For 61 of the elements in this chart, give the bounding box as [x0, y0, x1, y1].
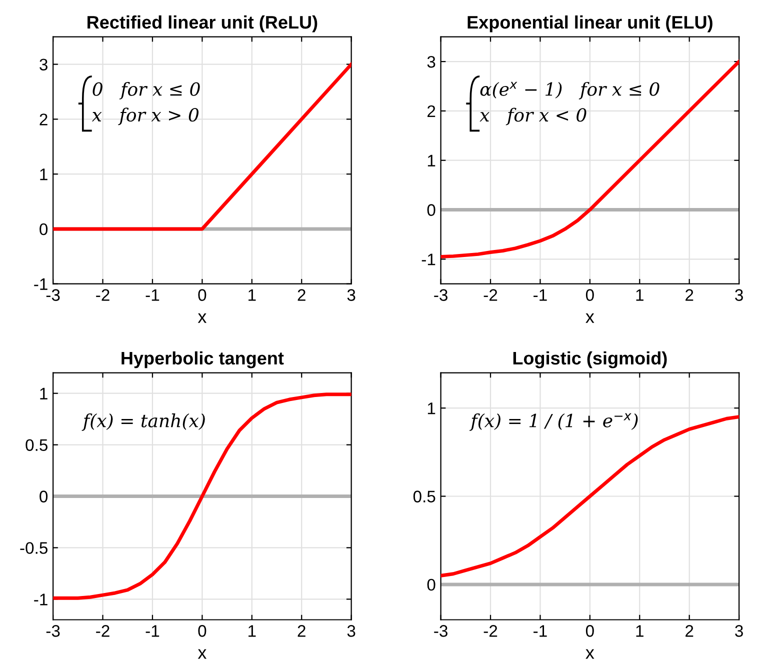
x-tick-label: -3 [46, 625, 60, 637]
y-tick-label: -1 [34, 278, 48, 290]
y-tick-label: 2 [428, 105, 436, 117]
x-tick-label: -2 [484, 625, 498, 637]
x-tick-label: 2 [298, 625, 306, 637]
x-tick-label: -2 [484, 289, 498, 301]
x-axis-title: x [586, 313, 594, 323]
x-tick-label: 0 [198, 289, 206, 301]
y-tick-label: -0.5 [20, 542, 48, 554]
chart-title: Hyperbolic tangent [122, 351, 284, 368]
chart-title: Exponential linear unit (ELU) [468, 15, 712, 32]
annotation: α(e$^{x}$ − 1) for x ≤ 0 x for x < 0 [480, 82, 660, 126]
x-tick-label: 2 [686, 625, 694, 637]
x-tick-label: 1 [636, 289, 644, 301]
x-tick-label: 1 [636, 625, 644, 637]
x-tick-label: -1 [146, 289, 160, 301]
x-tick-label: -2 [96, 625, 110, 637]
line-series [440, 415, 740, 578]
y-tick-label: 0 [427, 578, 436, 591]
y-tick-label: 0 [40, 223, 48, 236]
x-tick-label: 3 [347, 289, 356, 301]
chart-title: Logistic (sigmoid) [513, 351, 667, 368]
y-tick-label: -1 [34, 594, 48, 606]
x-tick-label: 2 [298, 289, 306, 301]
y-tick-label: 0.5 [26, 439, 48, 451]
x-tick-label: 1 [248, 625, 256, 637]
y-tick-label: 0 [427, 204, 436, 216]
y-tick-label: 1 [40, 388, 48, 400]
line-series [440, 60, 740, 258]
x-tick-label: -2 [96, 289, 110, 301]
x-tick-label: -1 [534, 625, 547, 637]
x-tick-label: -3 [46, 289, 60, 301]
y-tick-label: 1 [40, 168, 48, 180]
annotation: 0 for x ≤ 0 x for x > 0 [92, 82, 200, 126]
x-tick-label: 0 [586, 625, 594, 637]
annotation: f(x) = 1 / (1 + e$^{−x}$) [470, 413, 638, 431]
x-tick-label: 0 [198, 625, 206, 637]
y-tick-label: 2 [40, 114, 48, 126]
x-axis-title: x [198, 313, 207, 323]
x-tick-label: 2 [686, 289, 694, 301]
y-tick-label: 3 [427, 56, 436, 68]
x-tick-label: 1 [248, 289, 256, 301]
y-tick-label: 3 [40, 58, 48, 70]
y-tick-label: -1 [422, 254, 436, 266]
x-axis-title: x [586, 649, 594, 659]
y-tick-label: 1 [428, 154, 436, 166]
x-tick-label: 0 [586, 289, 594, 301]
x-tick-label: -1 [146, 625, 160, 637]
x-tick-label: 3 [347, 625, 356, 637]
chart-title: Rectified linear unit (ReLU) [88, 15, 318, 32]
y-tick-label: 1 [428, 402, 436, 414]
annotation: f(x) = tanh(x) [82, 413, 205, 431]
x-tick-label: -3 [434, 289, 448, 301]
x-tick-label: 3 [735, 625, 743, 637]
x-axis-title: x [198, 649, 207, 659]
y-tick-label: 0 [40, 490, 48, 502]
x-tick-label: -1 [534, 289, 547, 301]
y-tick-label: 0.5 [413, 490, 436, 502]
x-tick-label: 3 [735, 289, 743, 301]
line-series [53, 392, 352, 600]
x-tick-label: -3 [434, 625, 448, 637]
